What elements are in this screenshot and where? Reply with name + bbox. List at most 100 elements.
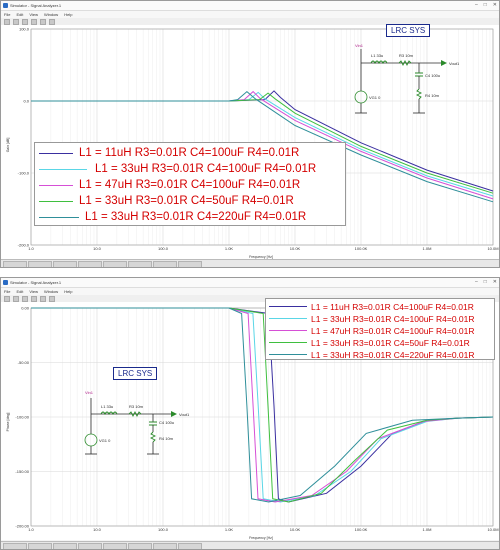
x-tick-label: 100.0 — [158, 527, 169, 532]
window-tab[interactable] — [3, 261, 27, 267]
menu-file[interactable]: File — [4, 289, 11, 294]
x-tick-label: 100.0K — [355, 527, 368, 532]
x-tick-label: 100.0 — [158, 246, 169, 251]
toolbar-button[interactable] — [31, 295, 37, 302]
output-label: Vout1 — [179, 412, 190, 417]
legend-swatch — [269, 318, 307, 319]
window-tab[interactable] — [153, 543, 177, 549]
menu-window[interactable]: Window — [43, 12, 59, 17]
legend-item: L1 = 33uH R3=0.01R C4=100uF R4=0.01R — [35, 161, 345, 177]
lrc-sys-label: LRC SYS — [386, 24, 431, 37]
legend-item: L1 = 33uH R3=0.01R C4=50uF R4=0.01R — [35, 193, 345, 209]
inductor-label: L1 33u — [371, 53, 383, 58]
menu-bar: File Edit View Window Help — [1, 11, 499, 18]
menu-edit[interactable]: Edit — [16, 289, 24, 294]
toolbar-button[interactable] — [13, 18, 19, 25]
load-resistor-icon — [415, 88, 423, 100]
window-tab[interactable] — [178, 261, 202, 267]
capacitor-label: C4 100u — [159, 420, 174, 425]
load-resistor-icon — [149, 431, 157, 443]
series-line — [31, 307, 494, 503]
legend-swatch — [39, 168, 87, 170]
close-icon[interactable]: ✕ — [492, 279, 497, 285]
legend-label: L1 = 11uH R3=0.01R C4=100uF R4=0.01R — [311, 301, 474, 312]
window-tab[interactable] — [53, 261, 77, 267]
window-tab[interactable] — [103, 543, 127, 549]
close-icon[interactable]: ✕ — [492, 2, 497, 8]
toolbar-button[interactable] — [31, 18, 37, 25]
window-tab[interactable] — [128, 261, 152, 267]
window-tab[interactable] — [78, 543, 102, 549]
maximize-icon[interactable]: □ — [483, 279, 487, 285]
y-axis-label: Phase [deg] — [6, 413, 10, 432]
legend-label: L1 = 11uH R3=0.01R C4=100uF R4=0.01R — [79, 147, 300, 159]
menu-view[interactable]: View — [29, 289, 38, 294]
maximize-icon[interactable]: □ — [483, 2, 487, 8]
window-tab[interactable] — [53, 543, 77, 549]
window-titlebar: Simulator - Signal Analyzer.1 – □ ✕ — [1, 278, 499, 288]
capacitor-label: C4 100u — [425, 73, 440, 78]
y-tick-label: 0.00 — [21, 306, 30, 311]
legend-item: L1 = 33uH R3=0.01R C4=220uF R4=0.01R — [266, 349, 494, 360]
menu-window[interactable]: Window — [43, 289, 59, 294]
legend-item: L1 = 33uH R3=0.01R C4=100uF R4=0.01R — [266, 313, 494, 324]
window-titlebar: Simulator - Signal Analyzer.1 – □ ✕ — [1, 1, 499, 11]
menu-edit[interactable]: Edit — [16, 12, 24, 17]
gain-window: Simulator - Signal Analyzer.1 – □ ✕ File… — [0, 0, 500, 268]
window-tabs — [1, 259, 499, 267]
window-tab[interactable] — [28, 543, 52, 549]
window-tab[interactable] — [3, 543, 27, 549]
legend-swatch — [39, 184, 73, 186]
menu-help[interactable]: Help — [64, 12, 73, 17]
minimize-icon[interactable]: – — [474, 2, 478, 8]
menu-help[interactable]: Help — [64, 289, 73, 294]
probe-label: Vin1 — [355, 43, 364, 48]
x-tick-label: 100.0K — [355, 246, 368, 251]
toolbar-button[interactable] — [40, 295, 46, 302]
output-label: Vout1 — [449, 61, 460, 66]
toolbar-button[interactable] — [49, 295, 55, 302]
series-line — [31, 90, 494, 203]
load-label: R4 10m — [425, 93, 440, 98]
x-tick-label: 1.0K — [225, 246, 234, 251]
legend-item: L1 = 47uH R3=0.01R C4=100uF R4=0.01R — [266, 325, 494, 336]
x-tick-label: 10.0K — [290, 527, 301, 532]
y-tick-label: -100.0 — [18, 171, 30, 176]
window-tab[interactable] — [128, 543, 152, 549]
toolbar-button[interactable] — [4, 18, 10, 25]
output-arrow-icon — [441, 60, 447, 66]
window-tab[interactable] — [28, 261, 52, 267]
legend-label: L1 = 33uH R3=0.01R C4=100uF R4=0.01R — [95, 163, 317, 175]
toolbar-button[interactable] — [22, 18, 28, 25]
probe-label: Vin1 — [85, 390, 94, 395]
legend-label: L1 = 33uH R3=0.01R C4=50uF R4=0.01R — [79, 195, 294, 207]
voltage-source-icon — [354, 90, 368, 104]
gain-chart: Gain [dB] Frequency [Hz] 1.0 10.0 100.0 1.0… — [6, 27, 499, 260]
source-label: VG1 0 — [369, 95, 381, 100]
x-tick-label: 1.0 — [28, 527, 34, 532]
toolbar-button[interactable] — [40, 18, 46, 25]
lrc-sys-label: LRC SYS — [113, 367, 158, 380]
toolbar-button[interactable] — [49, 18, 55, 25]
menu-file[interactable]: File — [4, 12, 11, 17]
resistor-icon — [128, 410, 142, 418]
window-tab[interactable] — [103, 261, 127, 267]
toolbar-button[interactable] — [22, 295, 28, 302]
app-icon — [3, 3, 8, 8]
y-tick-label: -100.00 — [15, 415, 29, 420]
toolbar-button[interactable] — [13, 295, 19, 302]
window-title: Simulator - Signal Analyzer.1 — [10, 280, 62, 285]
resistor-label: R3 10m — [129, 404, 144, 409]
legend-item: L1 = 11uH R3=0.01R C4=100uF R4=0.01R — [266, 301, 494, 312]
y-axis-label: Gain [dB] — [6, 138, 10, 153]
window-tab[interactable] — [78, 261, 102, 267]
window-tab[interactable] — [153, 261, 177, 267]
x-tick-label: 1.0M — [423, 246, 432, 251]
menu-view[interactable]: View — [29, 12, 38, 17]
window-tab[interactable] — [178, 543, 202, 549]
minimize-icon[interactable]: – — [474, 279, 478, 285]
y-tick-label: -150.00 — [15, 469, 29, 474]
plot-frame — [30, 28, 494, 246]
legend-swatch — [39, 152, 73, 154]
toolbar-button[interactable] — [4, 295, 10, 302]
